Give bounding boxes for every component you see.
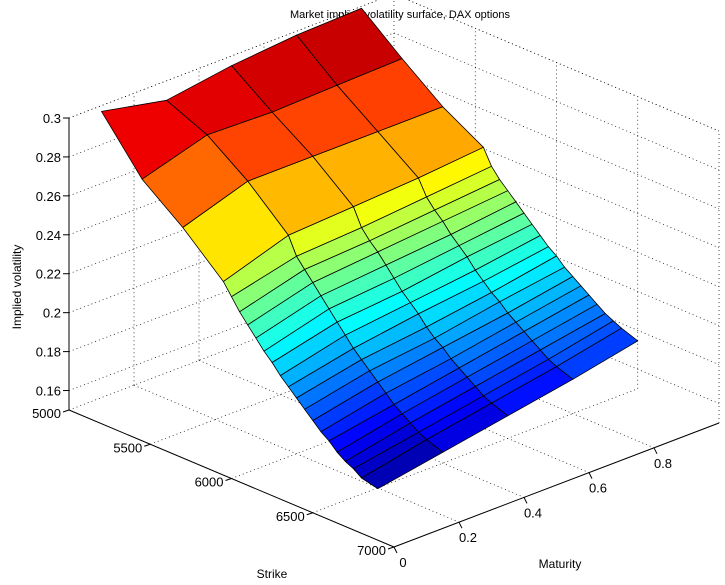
strike-tick: [62, 409, 70, 413]
wall-grid-line: [393, 149, 720, 288]
vol-tick-label: 0.28: [36, 150, 61, 165]
strike-tick: [144, 443, 151, 447]
strike-tick-label: 5000: [32, 406, 61, 421]
strike-tick-label: 6000: [195, 475, 224, 490]
strike-tick: [387, 546, 395, 550]
strike-tick-label: 7000: [357, 543, 386, 558]
x-axis-label: Maturity: [539, 557, 582, 571]
maturity-tick: [653, 447, 658, 455]
maturity-tick-label: 0.4: [524, 505, 542, 520]
surface-patch: [361, 439, 444, 490]
maturity-tick: [458, 521, 463, 529]
maturity-tick: [523, 497, 528, 504]
vol-tick-label: 0.18: [36, 345, 61, 360]
vol-tick-label: 0.3: [43, 111, 61, 126]
maturity-tick-label: 0.8: [654, 456, 672, 471]
strike-tick-label: 5500: [113, 440, 142, 455]
vol-tick-label: 0.24: [36, 228, 61, 243]
maturity-tick: [588, 472, 593, 479]
vol-tick-label: 0.16: [36, 384, 61, 399]
maturity-tick-label: 0.2: [459, 530, 477, 545]
maturity-tick-label: 0: [399, 555, 406, 570]
chart-title: Market implied volatility surface, DAX o…: [290, 9, 511, 21]
wall-grid-line: [393, 32, 720, 171]
floor-grid-line: [133, 384, 460, 523]
maturity-tick: [393, 546, 398, 554]
wall-grid-line: [393, 110, 720, 249]
vol-tick-label: 0.22: [36, 267, 61, 282]
vol-tick-label: 0.26: [36, 189, 61, 204]
box-edge: [407, 0, 720, 132]
vol-tick-label: 0.2: [43, 306, 61, 321]
z-axis-label: Implied volatility: [10, 245, 24, 330]
strike-tick: [306, 512, 313, 516]
axes-layer: 0 0.2 0.4 0.6 0.8 5000 5500 6000 6500 7000 0.16 0.1…: [32, 111, 720, 570]
strike-tick-label: 6500: [276, 509, 305, 524]
maturity-tick-label: 0.6: [589, 481, 607, 496]
strike-tick: [225, 478, 232, 481]
y-axis-label: Strike: [257, 567, 288, 581]
surface-layer: [101, 7, 639, 490]
wall-grid-line: [393, 71, 720, 210]
maturity-axis-line: [393, 422, 720, 548]
